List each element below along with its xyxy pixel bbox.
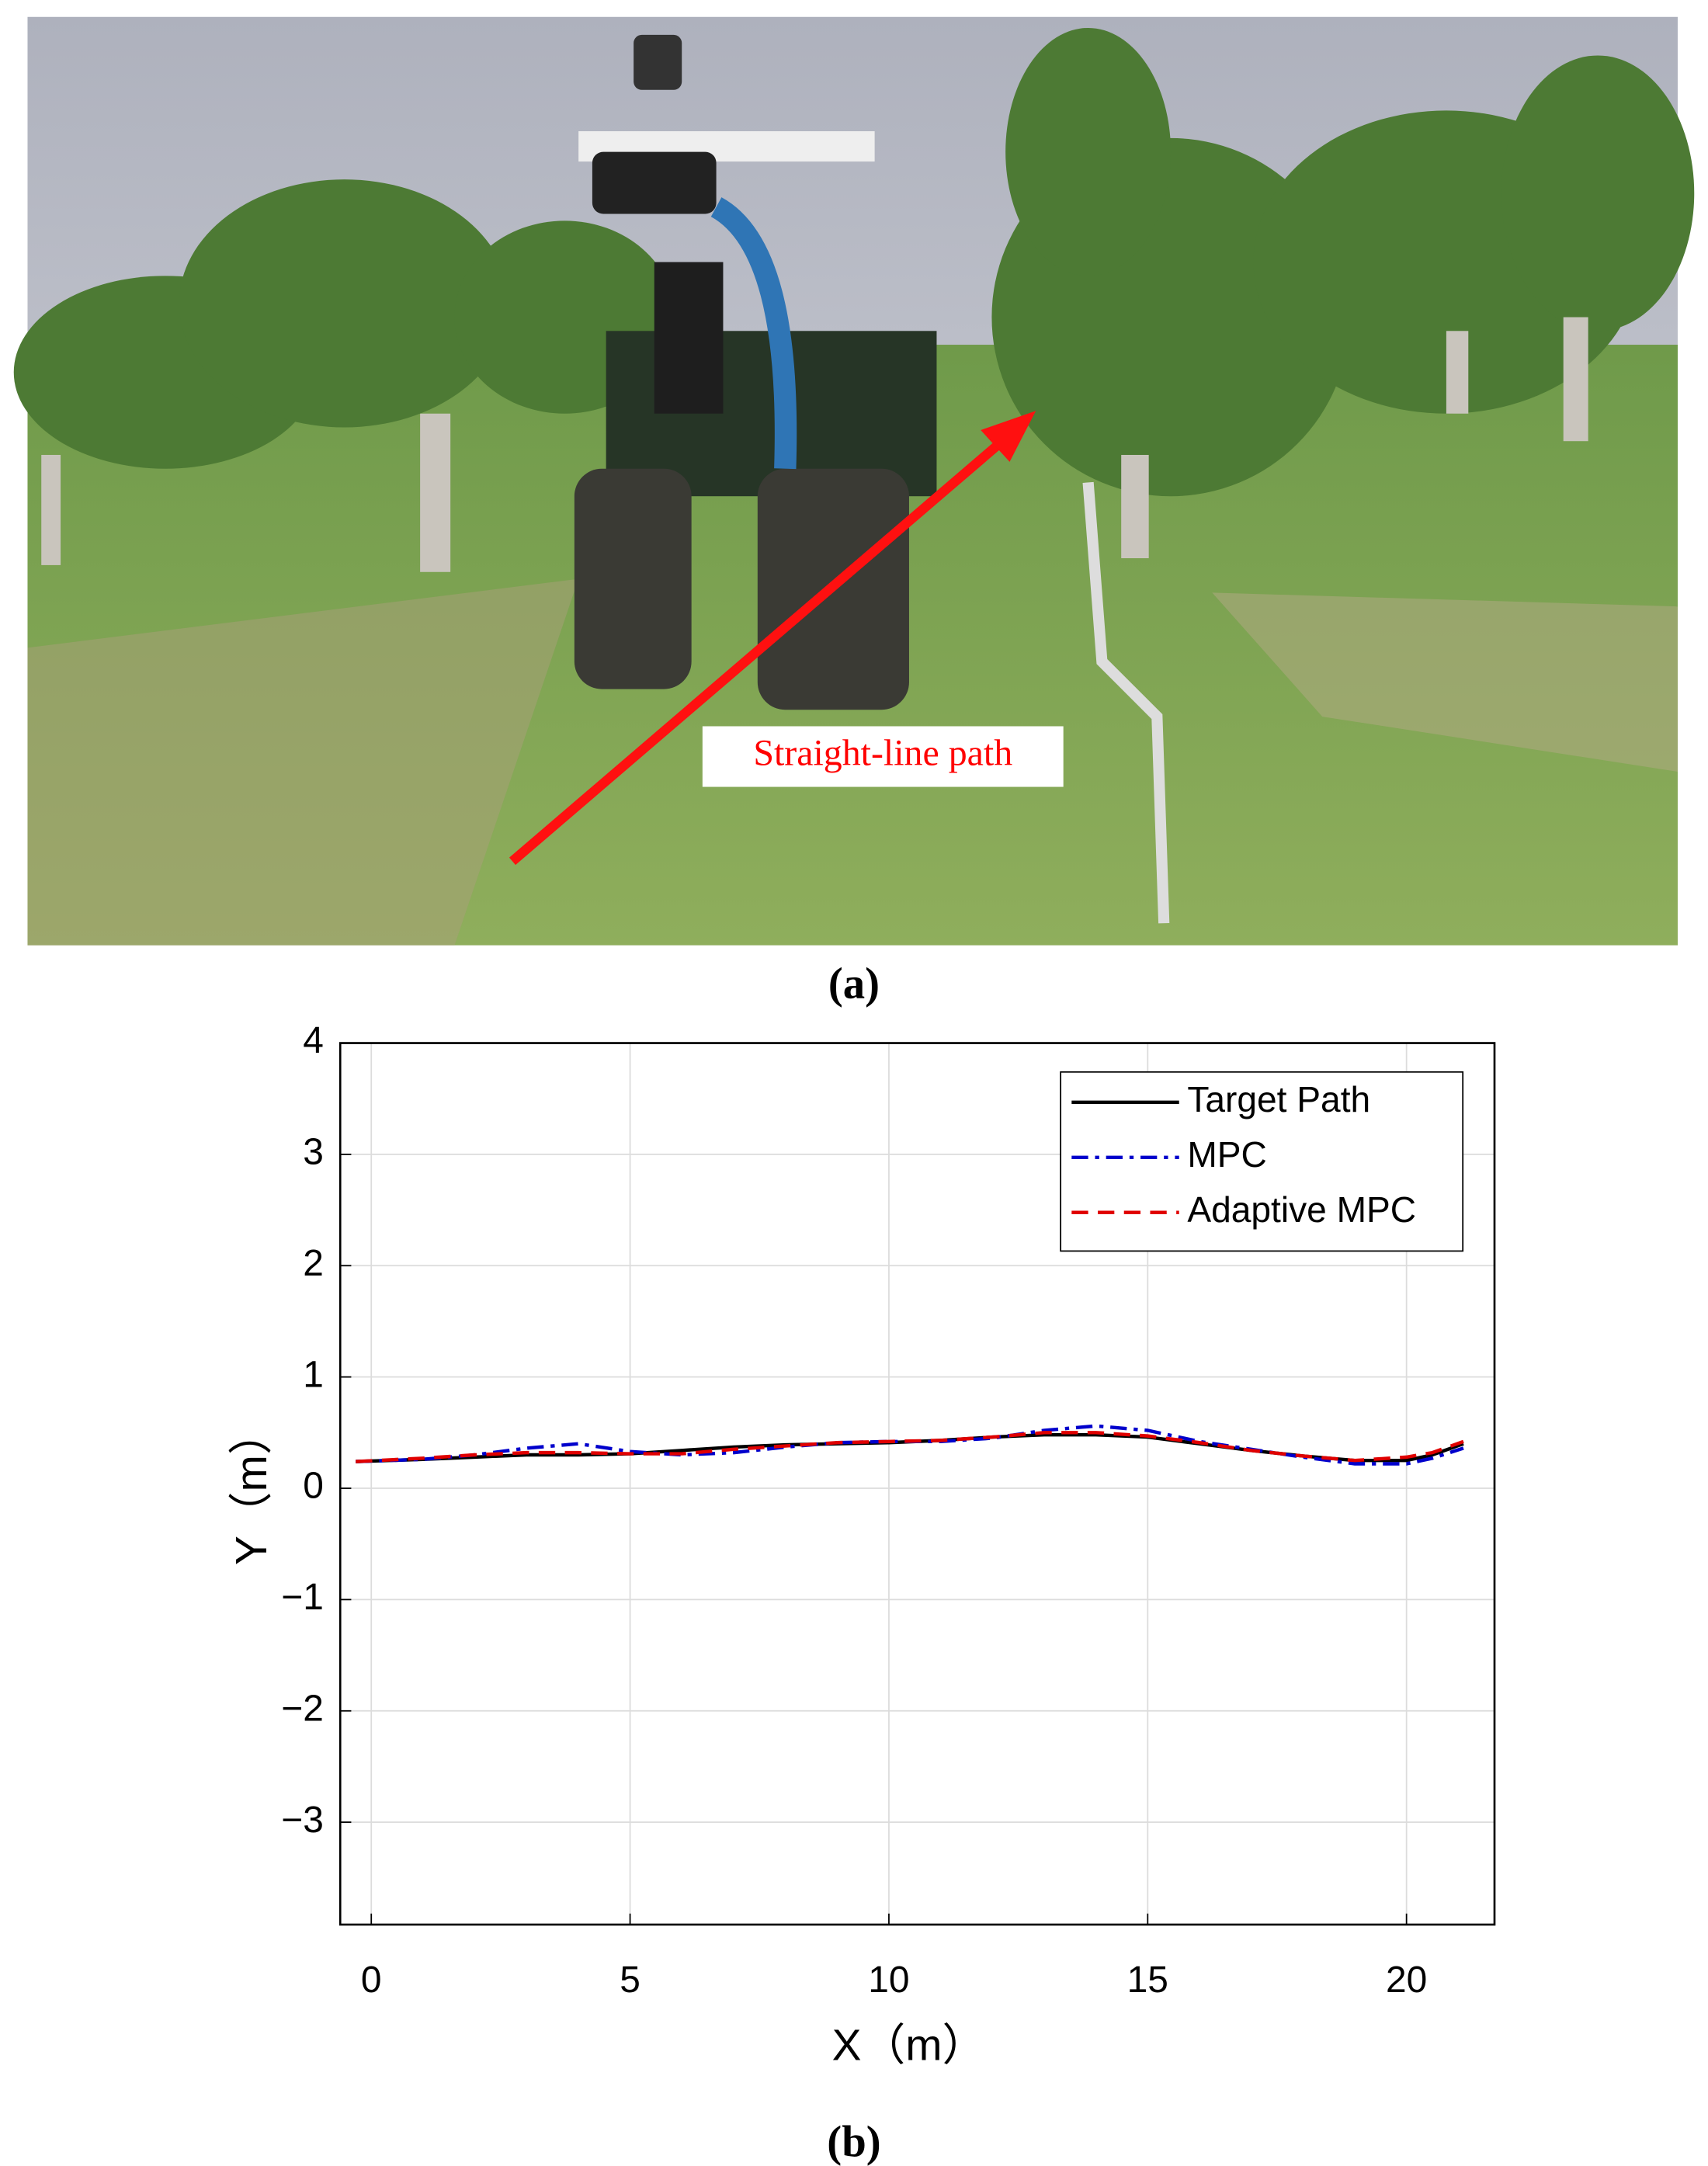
arrow-head	[981, 411, 1036, 462]
y-axis-label: Y（m）	[227, 1411, 276, 1565]
trunk	[41, 454, 61, 565]
caption: (a)	[828, 960, 880, 1008]
trunk	[1121, 454, 1149, 559]
annotation-box	[702, 726, 1064, 787]
tree	[1501, 55, 1695, 331]
tractor	[574, 34, 937, 710]
y-tick-label: 2	[303, 1243, 324, 1284]
series-line	[356, 1431, 1464, 1463]
soil	[1212, 592, 1678, 772]
photo: Straight-line path	[13, 16, 1695, 946]
x-tick-label: 20	[1386, 1959, 1427, 2001]
legend-label: Target Path	[1187, 1079, 1370, 1119]
y-tick-label: −3	[281, 1800, 324, 1841]
x-tick-label: 5	[620, 1959, 640, 2001]
y-tick-label: −2	[281, 1688, 324, 1729]
trunk	[1446, 331, 1469, 414]
axes-frame	[338, 1042, 1496, 1926]
y-tick-label: 1	[303, 1354, 324, 1395]
chart: −3 −2 −1 0 1 2 3 4 0 5 10 15 20 X（m） Y（m） Target Path MP…	[227, 1020, 1496, 2071]
legend-label: MPC	[1187, 1134, 1266, 1175]
soil	[27, 578, 579, 946]
filter	[592, 151, 717, 214]
antenna	[634, 34, 682, 90]
y-tick-label: −1	[281, 1577, 324, 1618]
y-tick-label: 4	[303, 1020, 324, 1061]
caption: (b)	[827, 2118, 880, 2166]
x-tick-label: 0	[361, 1959, 382, 2001]
path-arrow	[509, 434, 1009, 866]
y-tick-label: 0	[303, 1466, 324, 1507]
x-tick-label: 10	[868, 1959, 909, 2001]
pipe	[1082, 481, 1170, 924]
trunk	[420, 413, 451, 572]
x-tick-label: 15	[1127, 1959, 1168, 2001]
seat	[654, 262, 724, 414]
track	[574, 468, 692, 689]
tree	[1005, 27, 1172, 276]
x-axis-label: X（m）	[832, 2022, 987, 2071]
hose	[710, 197, 797, 470]
trunks	[41, 317, 1588, 572]
legend-label: Adaptive MPC	[1187, 1189, 1416, 1230]
y-tick-label: 3	[303, 1132, 324, 1173]
tree	[179, 179, 510, 428]
trunk	[1563, 317, 1588, 442]
annotation: Straight-line path	[753, 733, 1012, 774]
